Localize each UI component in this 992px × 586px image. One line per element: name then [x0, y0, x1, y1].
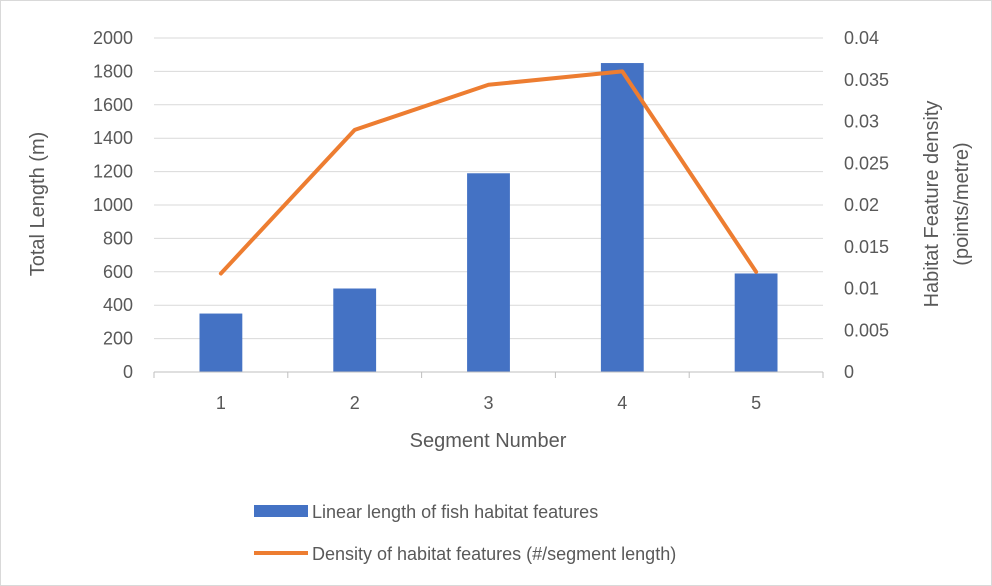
y-tick-label: 1200 [93, 162, 133, 182]
bar [467, 173, 510, 372]
y2-tick-label: 0.01 [844, 279, 879, 299]
y2-tick-label: 0.005 [844, 320, 889, 340]
y2-tick-label: 0.04 [844, 28, 879, 48]
bar [600, 63, 644, 373]
y-tick-label: 0 [123, 362, 133, 382]
legend-swatch-bars [254, 505, 308, 517]
x-tick-label: 5 [751, 393, 761, 413]
line-series [218, 69, 759, 276]
x-tick-label: 1 [216, 393, 226, 413]
legend-item-bars: Linear length of fish habitat features [254, 502, 598, 522]
y2-axis-title-line1: Habitat Feature density [921, 101, 943, 308]
legend-label-bars: Linear length of fish habitat features [312, 502, 598, 522]
axes: 0 200 400 600 800 1000 1200 1400 1600 1800 2000 0 0.… [93, 28, 889, 413]
y2-tick-label: 0 [844, 362, 854, 382]
legend-label-line: Density of habitat features (#/segment l… [312, 544, 676, 564]
x-tick-label: 3 [483, 393, 493, 413]
y-tick-label: 1600 [93, 95, 133, 115]
bar [333, 288, 377, 372]
y-tick-label: 200 [103, 329, 133, 349]
y2-tick-label: 0.015 [844, 237, 889, 257]
legend: Linear length of fish habitat features D… [254, 502, 676, 564]
x-axis-title: Segment Number [410, 430, 567, 452]
y2-axis-title-line2: (points/metre) [951, 142, 973, 265]
bar-series [199, 63, 778, 373]
x-tick-label: 4 [617, 393, 627, 413]
y-tick-label: 400 [103, 295, 133, 315]
y-tick-label: 1000 [93, 195, 133, 215]
legend-item-line: Density of habitat features (#/segment l… [254, 544, 676, 564]
bar [199, 313, 243, 372]
y-tick-label: 600 [103, 262, 133, 282]
y-tick-label: 1400 [93, 128, 133, 148]
y-tick-label: 1800 [93, 61, 133, 81]
y-axis-title: Total Length (m) [27, 132, 49, 277]
y2-tick-label: 0.035 [844, 70, 889, 90]
x-tick-label: 2 [350, 393, 360, 413]
y-tick-label: 800 [103, 228, 133, 248]
bar [734, 273, 778, 372]
y2-tick-label: 0.02 [844, 195, 879, 215]
y-tick-label: 2000 [93, 28, 133, 48]
y2-tick-label: 0.025 [844, 153, 889, 173]
y2-tick-label: 0.03 [844, 112, 879, 132]
